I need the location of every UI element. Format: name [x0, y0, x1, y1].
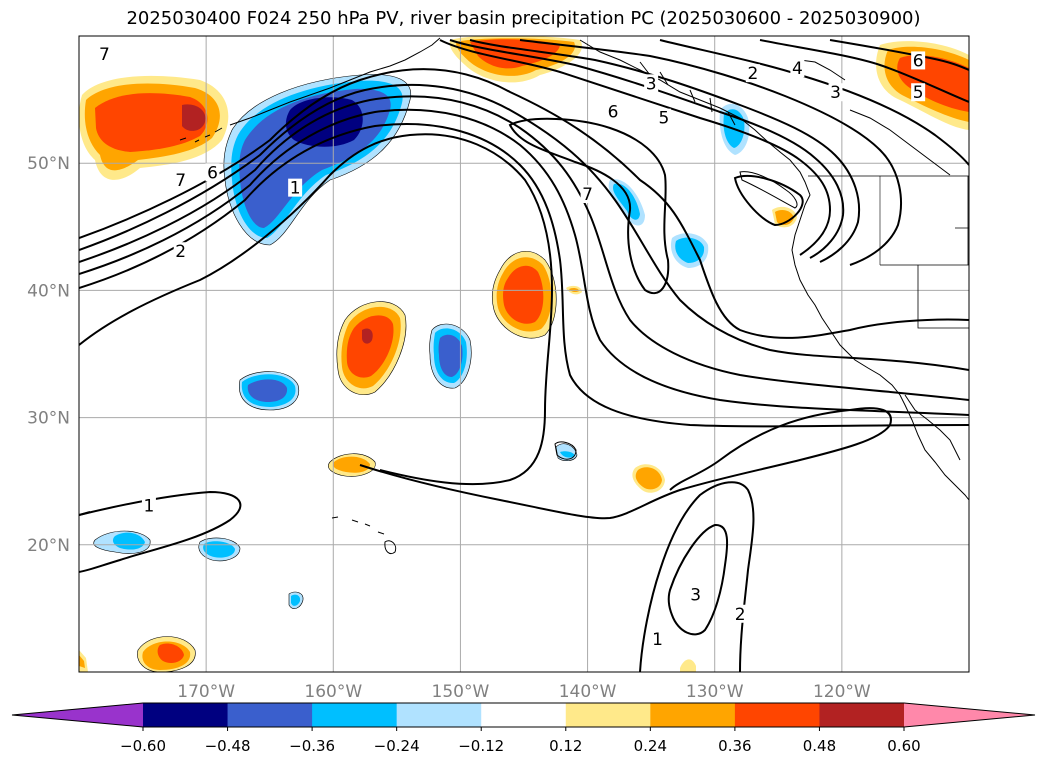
colorbar-over-extension [904, 703, 1035, 727]
contour-label-background [790, 59, 805, 78]
pv-contour-label: 3 [690, 586, 701, 606]
pv-contour-label: 7 [99, 45, 110, 65]
contour-label-background [644, 74, 659, 93]
contour-label-background [580, 185, 595, 203]
pv-contour-label: 6 [207, 163, 218, 183]
colorbar-tick-label: 0.60 [887, 737, 920, 755]
lon-tick-label: 150°W [432, 682, 490, 702]
contour-label-background [141, 496, 156, 515]
colorbar-segment [650, 703, 736, 727]
colorbar-tick-label: 0.36 [718, 737, 751, 755]
pv-contour-label: 2 [747, 64, 758, 84]
pv-contour-label: 3 [646, 74, 657, 94]
pv-contour-label: 1 [652, 630, 663, 650]
map-frame [78, 35, 970, 673]
pv-contour-label: 2 [175, 242, 186, 262]
pv-contour-label: 6 [913, 51, 924, 71]
lat-tick-label: 50°N [27, 154, 70, 174]
contour-label-background [656, 108, 671, 127]
coastlines [179, 37, 969, 555]
contour-label-background [733, 604, 748, 623]
pv-contour-label: 2 [735, 605, 746, 625]
colorbar-tick-label: 0.12 [549, 737, 582, 755]
contour-label-background [173, 171, 188, 190]
colorbar-under-extension [12, 703, 143, 727]
contour-label-background [288, 178, 303, 197]
pv-contour-label: 7 [175, 171, 186, 191]
contour-label-background [911, 83, 926, 102]
contour-label-background [650, 630, 665, 649]
contour-label-background [745, 64, 760, 83]
map-title: 2025030400 F024 250 hPa PV, river basin … [126, 8, 921, 29]
pv-contour-label: 1 [290, 179, 301, 199]
pv-contour-label: 1 [144, 497, 155, 517]
lat-tick-label: 30°N [27, 409, 70, 429]
colorbar-segment [312, 703, 398, 727]
contour-label-background [97, 45, 112, 64]
contour-label-background [688, 585, 703, 604]
pv-contour-label: 5 [658, 109, 669, 129]
lon-tick-label: 130°W [686, 682, 744, 702]
pv-contour-label: 7 [582, 185, 593, 205]
pv-contour-label: 5 [913, 83, 924, 103]
contour-label-background [911, 51, 926, 70]
colorbar-segment [396, 703, 482, 727]
colorbar-segment [734, 703, 820, 727]
colorbar-tick-label: 0.48 [803, 737, 836, 755]
colorbar-tick-label: −0.24 [374, 737, 420, 755]
lon-tick-label: 120°W [813, 682, 871, 702]
lon-tick-label: 140°W [559, 682, 617, 702]
colorbar-segment [143, 703, 229, 727]
pv-contour-label: 6 [608, 102, 619, 122]
colorbar-tick-label: 0.24 [634, 737, 667, 755]
lat-tick-label: 40°N [27, 281, 70, 301]
contour-label-background [205, 163, 220, 182]
colorbar-tick-label: −0.12 [458, 737, 504, 755]
gridlines [79, 36, 969, 672]
pv-contours [79, 39, 969, 672]
pv-contour-labels: 7 7 6 2 1 3 6 5 7 2 4 3 6 5 1 3 1 2 [97, 45, 926, 650]
colorbar: −0.60 −0.48 −0.36 −0.24 −0.12 0.12 0.24 0.36 0.4… [11, 702, 1036, 755]
lon-tick-label: 170°W [177, 682, 235, 702]
lat-tick-label: 20°N [27, 536, 70, 556]
colorbar-tick-label: −0.48 [205, 737, 251, 755]
colorbar-segment [565, 703, 651, 727]
contour-label-background [606, 102, 620, 121]
colorbar-segment [481, 703, 567, 727]
lon-tick-label: 160°W [304, 682, 362, 702]
contour-label-background [828, 83, 843, 102]
pv-contour-label: 4 [792, 59, 803, 79]
colorbar-segment [227, 703, 313, 727]
pv-contour-label: 3 [830, 83, 841, 103]
colorbar-tick-label: −0.60 [120, 737, 166, 755]
axis-tick-labels: 170°W 160°W 150°W 140°W 130°W 120°W 50°N 40°N 30… [27, 154, 871, 702]
contour-label-background [173, 242, 188, 261]
colorbar-tick-label: −0.36 [289, 737, 335, 755]
colorbar-segment [819, 703, 905, 727]
